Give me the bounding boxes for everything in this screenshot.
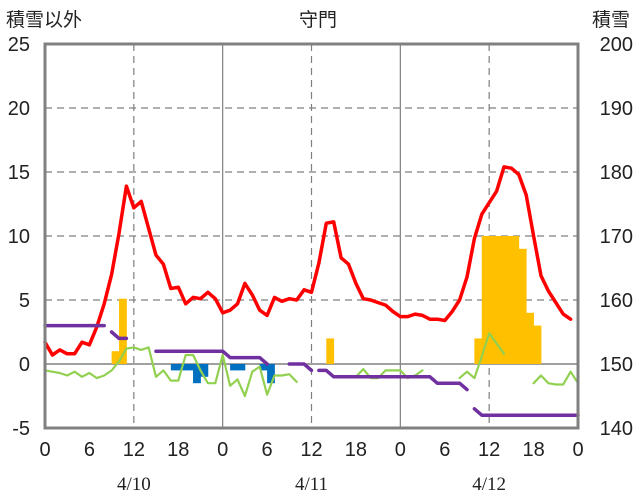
bar xyxy=(230,364,238,371)
bar xyxy=(200,364,209,377)
right-tick-label: 140 xyxy=(600,418,633,440)
right-axis-label: 積雪 xyxy=(592,9,630,31)
bar xyxy=(474,338,483,364)
date-label: 4/10 xyxy=(117,474,151,495)
right-tick-label: 160 xyxy=(600,290,633,312)
x-tick-label: 0 xyxy=(217,439,228,461)
bar xyxy=(533,325,542,364)
x-tick-label: 0 xyxy=(395,439,406,461)
bar xyxy=(326,338,335,364)
bar xyxy=(489,236,497,364)
bar xyxy=(193,364,201,384)
left-tick-label: 25 xyxy=(8,34,30,56)
chart-title: 守門 xyxy=(299,9,337,31)
x-axis-ticks: 0 6 12 18 0 6 12 18 0 6 12 18 0 xyxy=(39,439,583,461)
right-tick-label: 190 xyxy=(600,98,633,120)
right-tick-label: 170 xyxy=(600,226,633,248)
bar xyxy=(170,364,179,371)
left-axis-label: 積雪以外 xyxy=(6,9,82,31)
date-label: 4/12 xyxy=(472,474,506,495)
x-tick-label: 6 xyxy=(439,439,450,461)
left-axis-ticks: -5 0 5 10 15 20 25 xyxy=(8,34,30,440)
series-line xyxy=(43,323,580,417)
x-tick-label: 18 xyxy=(167,439,189,461)
left-tick-label: -5 xyxy=(12,418,30,440)
bar xyxy=(119,298,127,364)
x-tick-label: 18 xyxy=(522,439,544,461)
bar xyxy=(185,364,194,371)
x-tick-label: 0 xyxy=(39,439,50,461)
date-label: 4/11 xyxy=(295,474,328,495)
bar xyxy=(259,364,268,371)
left-tick-label: 20 xyxy=(8,98,30,120)
right-tick-label: 180 xyxy=(600,162,633,184)
series-line xyxy=(43,165,573,357)
x-tick-label: 12 xyxy=(123,439,145,461)
bar xyxy=(503,236,512,364)
x-tick-label: 6 xyxy=(262,439,273,461)
left-tick-label: 5 xyxy=(19,290,30,312)
bar xyxy=(518,248,527,364)
bar xyxy=(481,236,490,364)
bar xyxy=(267,364,275,384)
bar xyxy=(111,351,120,364)
left-tick-label: 10 xyxy=(8,226,30,248)
right-tick-label: 150 xyxy=(600,354,633,376)
bar xyxy=(496,236,505,364)
bar xyxy=(511,236,520,364)
plot-frame xyxy=(43,42,580,430)
right-axis-ticks: 140 150 160 170 180 190 200 xyxy=(600,34,633,440)
line-layer xyxy=(43,165,580,417)
x-tick-label: 12 xyxy=(300,439,322,461)
x-tick-label: 12 xyxy=(478,439,500,461)
right-tick-label: 200 xyxy=(600,34,633,56)
x-tick-label: 0 xyxy=(572,439,583,461)
left-tick-label: 0 xyxy=(19,354,30,376)
series-line xyxy=(43,332,580,398)
x-tick-label: 6 xyxy=(84,439,95,461)
x-tick-label: 18 xyxy=(345,439,367,461)
bar-layer xyxy=(111,236,542,384)
left-tick-label: 15 xyxy=(8,162,30,184)
bar xyxy=(526,312,534,364)
date-labels: 4/10 4/11 4/12 xyxy=(117,474,506,495)
bar xyxy=(237,364,246,371)
